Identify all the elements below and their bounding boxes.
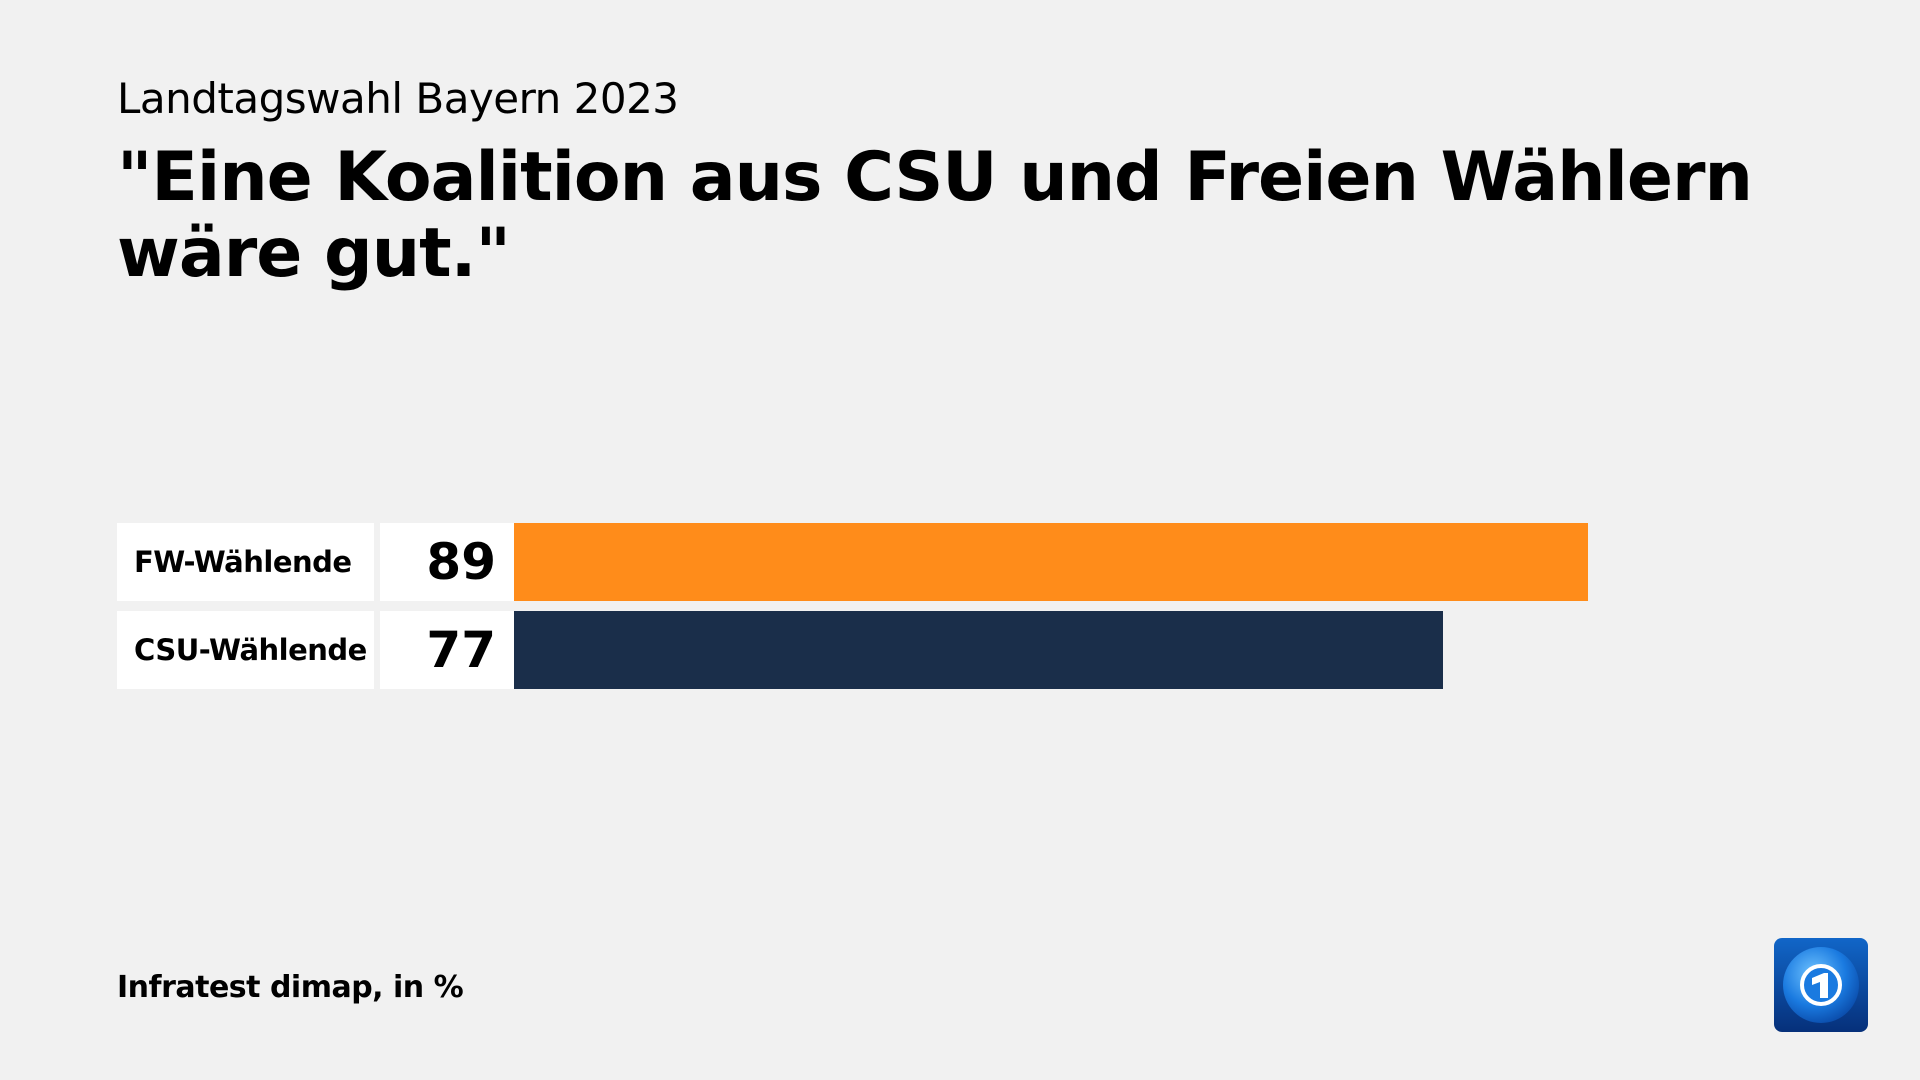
value-label: 89 bbox=[380, 523, 514, 601]
bar bbox=[514, 611, 1444, 689]
chart-subtitle: Landtagswahl Bayern 2023 bbox=[117, 74, 679, 123]
source-note: Infratest dimap, in % bbox=[117, 970, 464, 1005]
tagesschau-logo-icon bbox=[1774, 938, 1868, 1032]
chart-title: "Eine Koalition aus CSU und Freien Wähle… bbox=[117, 138, 1753, 293]
category-label: CSU-Wählende bbox=[117, 611, 374, 689]
value-label: 77 bbox=[380, 611, 514, 689]
category-label: FW-Wählende bbox=[117, 523, 374, 601]
bar bbox=[514, 523, 1589, 601]
